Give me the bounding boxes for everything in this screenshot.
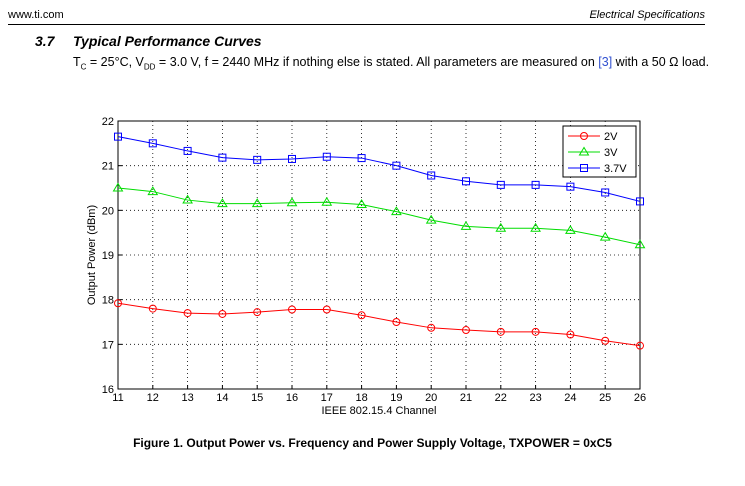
figure-caption: Figure 1. Output Power vs. Frequency and… xyxy=(133,436,612,450)
y-tick-label: 18 xyxy=(102,295,114,307)
data-point-3V xyxy=(321,196,333,206)
legend-marker xyxy=(580,132,588,140)
data-point-2V xyxy=(148,304,157,313)
data-point-3.7V xyxy=(496,180,505,189)
data-point-2V xyxy=(183,309,192,318)
legend-label: 3.7V xyxy=(604,163,627,175)
data-point-3.7V xyxy=(462,177,470,186)
data-point-3V xyxy=(530,222,541,232)
x-tick-label: 16 xyxy=(286,392,298,404)
legend-marker xyxy=(578,146,590,156)
data-point-3V xyxy=(495,222,507,232)
legend-label: 2V xyxy=(604,131,618,143)
data-point-2V xyxy=(636,341,644,350)
x-tick-label: 21 xyxy=(460,392,472,404)
y-tick-label: 20 xyxy=(102,205,114,217)
data-point-3.7V xyxy=(114,132,122,141)
series-line-2V xyxy=(117,302,641,347)
output-power-chart: 11 12 13 14 15 16 17 18 19 20 21 22 23 24 25 26 16 17 18 19… xyxy=(86,116,646,417)
section-heading: 3.7 Typical Performance Curves xyxy=(35,33,262,49)
data-point-2V xyxy=(462,326,470,335)
data-point-3V xyxy=(286,197,298,207)
x-tick-label: 18 xyxy=(355,392,367,404)
legend-label: 3V xyxy=(604,147,618,159)
series-line-3.7V xyxy=(117,136,641,202)
data-point-3.7V xyxy=(601,188,610,197)
data-point-3.7V xyxy=(566,182,575,191)
data-point-3V xyxy=(634,239,646,249)
data-point-2V xyxy=(531,327,540,336)
x-tick-label: 15 xyxy=(251,392,263,404)
data-point-3.7V xyxy=(148,139,157,148)
x-tick-label: 14 xyxy=(216,392,228,404)
chapter-title: Electrical Specifications xyxy=(589,9,705,21)
data-point-3V xyxy=(460,220,472,230)
y-axis-label: Output Power (dBm) xyxy=(86,205,98,305)
legend-marker xyxy=(580,164,588,172)
data-point-3.7V xyxy=(253,155,262,164)
site-link[interactable]: www.ti.com xyxy=(8,9,64,21)
data-point-2V xyxy=(496,327,505,336)
header-rule xyxy=(8,24,705,25)
data-point-3.7V xyxy=(218,153,227,162)
data-point-3.7V xyxy=(427,171,436,180)
x-axis-label: IEEE 802.15.4 Channel xyxy=(322,405,437,417)
data-point-2V xyxy=(288,305,296,314)
data-point-3V xyxy=(147,186,159,196)
data-point-3V xyxy=(217,198,228,208)
data-point-2V xyxy=(114,299,122,308)
reference-link[interactable]: [3] xyxy=(598,55,613,69)
data-point-3.7V xyxy=(183,146,192,155)
data-point-3V xyxy=(251,198,263,208)
plot-frame xyxy=(117,120,641,390)
data-point-3.7V xyxy=(357,154,366,163)
data-point-3V xyxy=(182,194,193,204)
data-point-3.7V xyxy=(392,161,401,170)
data-point-3V xyxy=(112,182,124,192)
y-tick-label: 17 xyxy=(102,339,114,351)
data-point-3.7V xyxy=(288,154,296,163)
x-tick-label: 23 xyxy=(529,392,541,404)
x-tick-label: 19 xyxy=(390,392,402,404)
x-tick-label: 12 xyxy=(147,392,159,404)
data-point-3.7V xyxy=(636,197,644,206)
data-point-2V xyxy=(357,311,366,320)
data-point-3V xyxy=(599,231,611,241)
series-line-3V xyxy=(117,187,641,246)
x-tick-label: 25 xyxy=(599,392,611,404)
data-point-2V xyxy=(601,336,610,345)
data-point-3V xyxy=(425,214,437,224)
data-point-2V xyxy=(392,318,401,326)
x-tick-label: 26 xyxy=(634,392,646,404)
x-tick-label: 17 xyxy=(321,392,333,404)
y-tick-label: 21 xyxy=(102,161,114,173)
x-tick-label: 24 xyxy=(564,392,576,404)
data-point-2V xyxy=(566,330,575,339)
data-point-2V xyxy=(218,309,227,318)
data-point-3V xyxy=(565,224,576,234)
data-point-2V xyxy=(253,308,262,317)
y-tick-label: 16 xyxy=(102,384,114,396)
x-tick-label: 13 xyxy=(181,392,193,404)
x-tick-label: 11 xyxy=(112,392,123,404)
x-tick-label: 20 xyxy=(425,392,437,404)
data-point-2V xyxy=(322,305,331,314)
data-point-3.7V xyxy=(322,152,331,161)
section-number: 3.7 xyxy=(35,33,55,49)
x-tick-label: 22 xyxy=(495,392,507,404)
y-tick-label: 19 xyxy=(102,250,114,262)
data-point-2V xyxy=(427,323,436,332)
conditions-paragraph: TC = 25°C, VDD = 3.0 V, f = 2440 MHz if … xyxy=(73,55,710,72)
data-point-3V xyxy=(356,199,367,209)
section-title: Typical Performance Curves xyxy=(73,33,262,49)
data-point-3.7V xyxy=(531,180,540,189)
y-tick-label: 22 xyxy=(102,116,114,128)
data-point-3V xyxy=(391,206,402,216)
